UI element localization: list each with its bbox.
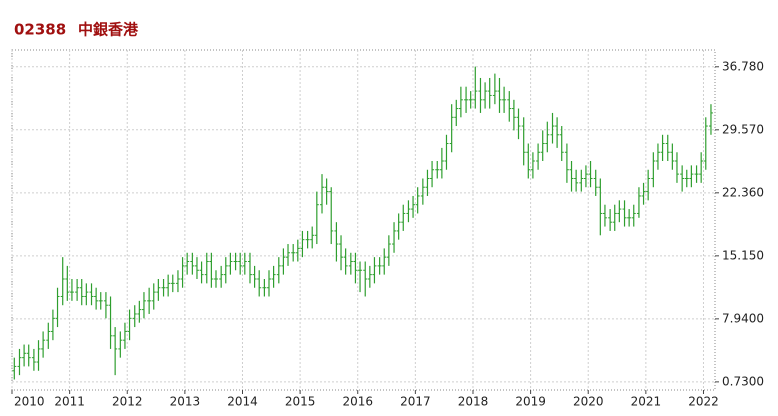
y-tick-label: 29.570 xyxy=(722,122,764,136)
plot-frame xyxy=(11,49,716,391)
x-tick-label: 2017 xyxy=(400,395,431,409)
x-tick-label: 2021 xyxy=(631,395,662,409)
y-tick-label: 36.780 xyxy=(722,59,764,73)
x-tick-label: 2022 xyxy=(688,395,719,409)
x-tick-label: 2018 xyxy=(458,395,489,409)
y-tick-label: 15.150 xyxy=(722,248,764,262)
x-tick-label: 2020 xyxy=(573,395,604,409)
x-tick-label: 2011 xyxy=(54,395,85,409)
x-tick-label: 2012 xyxy=(112,395,143,409)
y-tick-label: 7.9400 xyxy=(722,311,764,325)
x-tick-label: 2019 xyxy=(515,395,546,409)
y-tick-label: 0.7300 xyxy=(722,374,764,388)
x-tick-label: 2013 xyxy=(170,395,201,409)
x-tick-label: 2015 xyxy=(285,395,316,409)
x-tick-label: 2016 xyxy=(342,395,373,409)
y-tick-label: 22.360 xyxy=(722,185,764,199)
stock-name: 中銀香港 xyxy=(78,21,139,39)
symbol: 02388 xyxy=(14,21,66,39)
x-tick-label: 2010 xyxy=(14,395,45,409)
x-tick-label: 2014 xyxy=(227,395,258,409)
